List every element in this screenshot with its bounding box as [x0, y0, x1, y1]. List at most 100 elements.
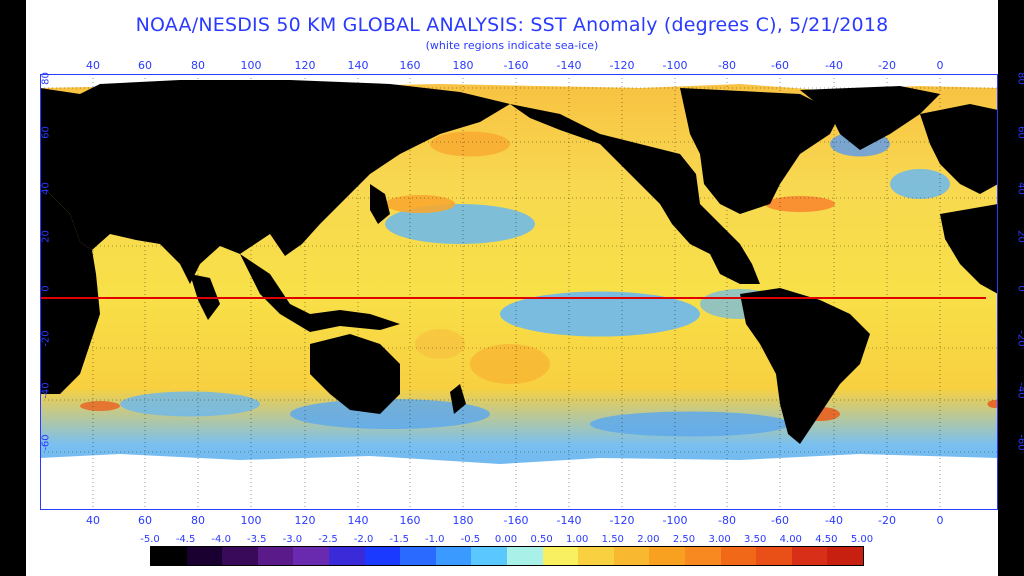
- land-south-america: [740, 288, 870, 444]
- sea-ice-antarctic: [40, 454, 998, 510]
- colorbar-tick-label: -2.5: [318, 534, 338, 545]
- anomaly-patch: [385, 195, 455, 213]
- colorbar-swatch: [400, 547, 436, 565]
- lat-label-right: 40: [1015, 182, 1024, 195]
- colorbar-swatch: [471, 547, 507, 565]
- colorbar-tick-label: -1.0: [425, 534, 445, 545]
- anomaly-patch: [590, 411, 790, 437]
- anomaly-patch: [765, 196, 835, 212]
- lon-label-bottom: 80: [191, 514, 205, 527]
- lon-label-top: 60: [138, 59, 152, 72]
- colorbar-tick-label: 0.50: [530, 534, 553, 545]
- colorbar-tick-label: 1.00: [566, 534, 589, 545]
- colorbar-tick-label: 0.00: [494, 534, 518, 545]
- lon-label-top: 100: [240, 59, 262, 72]
- anomaly-patch: [120, 391, 260, 417]
- lat-label-right: 0: [1016, 274, 1024, 304]
- colorbar-swatch: [328, 547, 365, 565]
- lon-label-top: 120: [294, 59, 316, 72]
- lon-label-top: 80: [191, 59, 205, 72]
- anomaly-patch: [470, 344, 550, 384]
- lon-label-bottom: 60: [138, 514, 152, 527]
- colorbar-swatch: [186, 547, 223, 565]
- colorbar-swatch: [791, 547, 828, 565]
- lon-label-top: -140: [556, 59, 582, 72]
- colorbar-tick-label: -4.0: [211, 534, 231, 545]
- anomaly-patch: [430, 131, 510, 157]
- colorbar-swatch: [364, 547, 401, 565]
- colorbar: [150, 546, 864, 566]
- colorbar-swatch: [720, 547, 757, 565]
- colorbar-tick-label: 3.50: [744, 534, 767, 545]
- lon-label-top: -160: [503, 59, 529, 72]
- lat-label-right: 20: [1015, 230, 1024, 243]
- map-border: [40, 74, 998, 510]
- colorbar-swatch: [151, 547, 187, 565]
- lat-label-left: 80: [40, 72, 52, 85]
- lon-label-bottom: 180: [452, 514, 474, 527]
- colorbar-tick-label: -2.0: [353, 534, 374, 545]
- map-svg: [40, 74, 998, 510]
- colorbar-tick-label: -3.0: [282, 534, 303, 545]
- colorbar-tick-label: 4.00: [779, 534, 802, 545]
- lon-label-bottom: -60: [771, 514, 789, 527]
- lon-label-bottom: 0: [936, 514, 944, 527]
- land-europe: [920, 104, 998, 194]
- lon-label-top: -60: [771, 59, 789, 72]
- anomaly-patch: [415, 329, 465, 359]
- colorbar-swatch: [684, 547, 721, 565]
- lon-label-top: -80: [718, 59, 736, 72]
- lon-label-top: -120: [609, 59, 635, 72]
- colorbar-tick-label: 1.50: [601, 534, 624, 545]
- anomaly-patch: [987, 400, 998, 408]
- land-australia: [310, 334, 400, 414]
- land-greenland: [800, 86, 940, 150]
- colorbar-swatch: [257, 547, 294, 565]
- chart-subtitle: (white regions indicate sea-ice): [425, 39, 599, 52]
- colorbar-tick-label: -4.5: [175, 534, 196, 545]
- colorbar-tick-label: -5.0: [140, 534, 160, 545]
- colorbar-swatch: [435, 547, 472, 565]
- colorbar-labels: -5.0 -4.5 -4.0 -3.5 -3.0 -2.5 -2.0 -1.5 -1.0 -0.5…: [26, 534, 998, 548]
- lat-label-left: 60: [40, 126, 52, 139]
- colorbar-swatch: [542, 547, 579, 565]
- colorbar-swatch: [649, 547, 685, 565]
- lon-label-bottom: -100: [662, 514, 688, 527]
- lon-label-bottom: -40: [825, 514, 843, 527]
- land-nz: [450, 384, 466, 414]
- lon-label-top: -100: [662, 59, 688, 72]
- lat-label-right: -20: [1015, 330, 1024, 347]
- colorbar-swatch: [613, 547, 650, 565]
- lon-label-top: -20: [878, 59, 896, 72]
- colorbar-tick-label: 3.00: [708, 534, 731, 545]
- colorbar-tick-label: -0.5: [460, 534, 481, 545]
- sst-map: 80 60 40 20 0 -20 -40 -60 80 60 40 20 0 -20 -40 -60: [40, 72, 1024, 510]
- colorbar-tick-label: -3.5: [247, 534, 267, 545]
- lon-label-bottom: 140: [347, 514, 369, 527]
- gridlines: [40, 74, 998, 510]
- anomaly-patch: [890, 169, 950, 199]
- colorbar-tick-label: -1.5: [389, 534, 409, 545]
- lon-label-top: 160: [399, 59, 421, 72]
- colorbar-swatch: [293, 547, 329, 565]
- lon-label-top: 0: [936, 59, 944, 72]
- lon-label-bottom: -20: [878, 514, 896, 527]
- colorbar-tick-label: 2.00: [637, 534, 660, 545]
- land-seasia: [240, 254, 400, 332]
- lat-label-right: 60: [1015, 126, 1024, 139]
- anomaly-patch: [385, 204, 535, 244]
- lon-label-top: 40: [86, 59, 100, 72]
- lon-label-bottom: 40: [86, 514, 100, 527]
- lat-label-left: 20: [40, 230, 52, 243]
- lat-label-left: -20: [40, 330, 52, 347]
- lon-label-bottom: -140: [556, 514, 582, 527]
- chart-title: NOAA/NESDIS 50 KM GLOBAL ANALYSIS: SST A…: [135, 14, 889, 36]
- lat-label-right: -60: [1015, 434, 1024, 451]
- lon-label-bottom: 120: [294, 514, 316, 527]
- colorbar-swatch: [222, 547, 258, 565]
- sst-anomaly-figure: NOAA/NESDIS 50 KM GLOBAL ANALYSIS: SST A…: [26, 0, 1024, 576]
- lat-label-left: 40: [40, 182, 52, 195]
- lon-label-bottom: 160: [399, 514, 421, 527]
- land-japan: [370, 184, 390, 224]
- land-africa: [40, 184, 100, 394]
